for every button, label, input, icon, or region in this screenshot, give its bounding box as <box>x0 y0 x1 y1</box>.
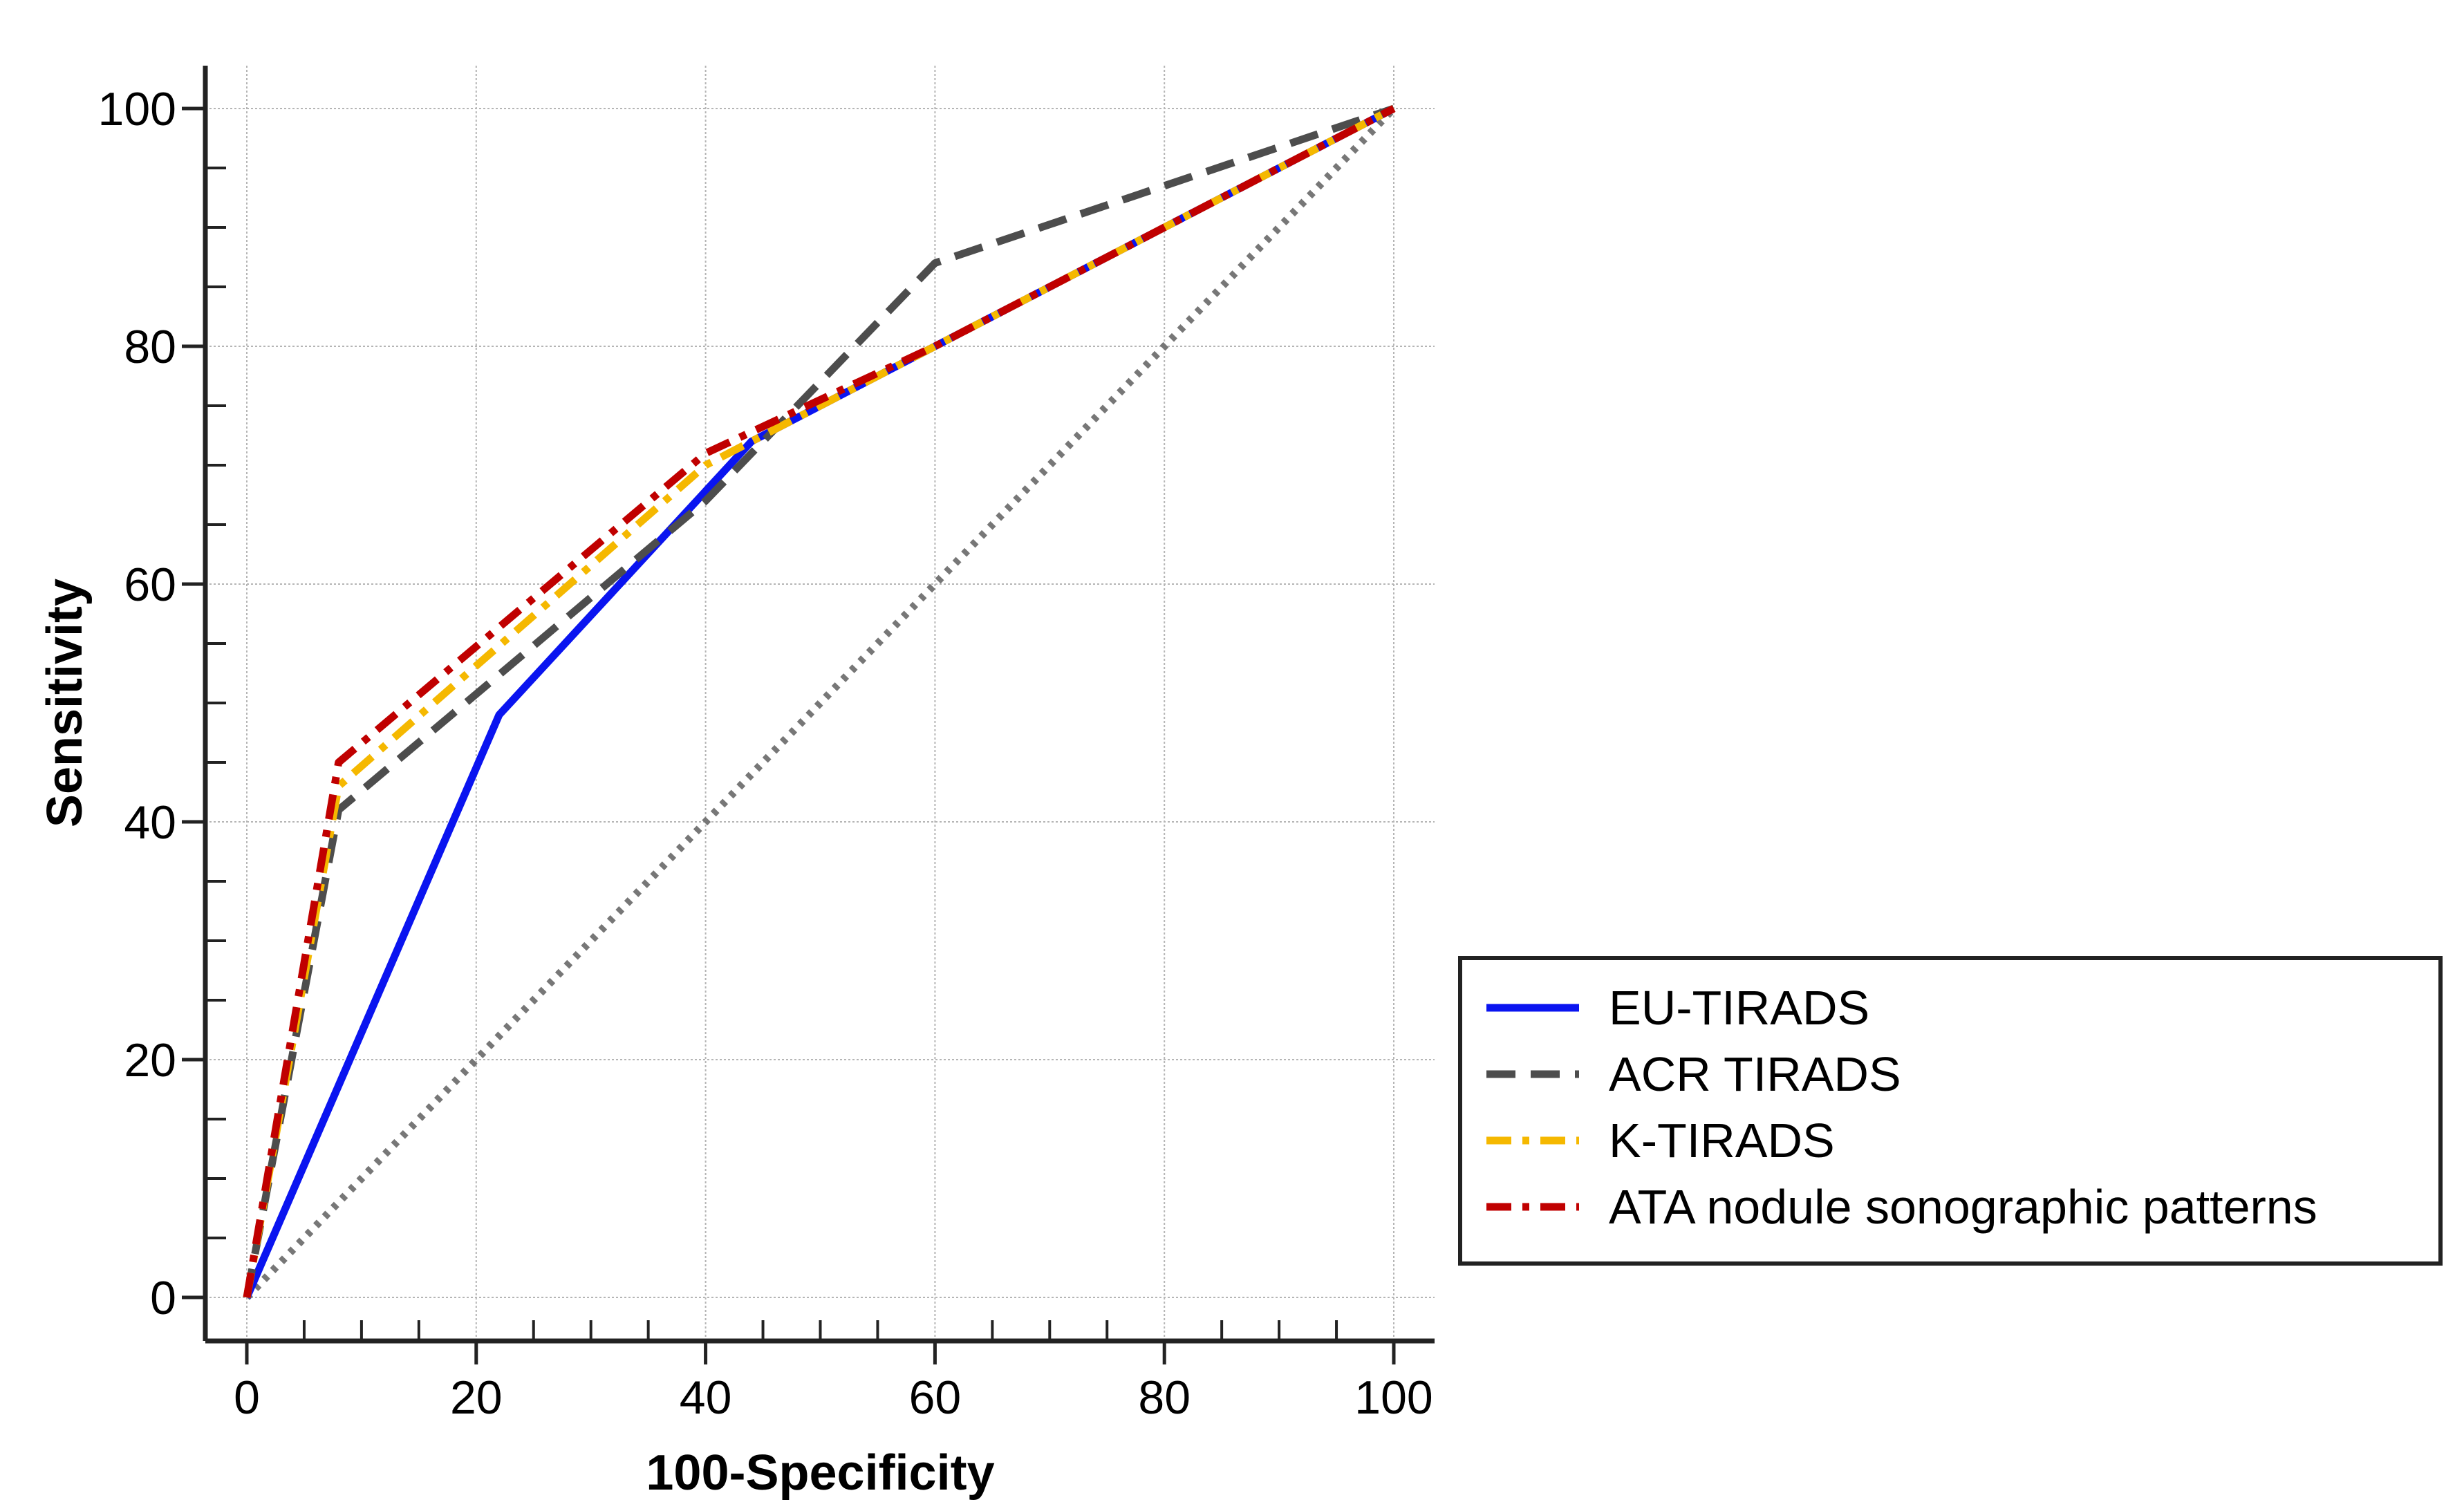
reference-diagonal-line <box>244 106 1397 1300</box>
series-line-eu-tirads <box>243 105 1396 1299</box>
legend-item: ATA nodule sonographic patterns <box>1486 1180 2317 1234</box>
legend-box <box>1458 956 2443 1266</box>
legend-label: EU-TIRADS <box>1609 981 1869 1035</box>
axes <box>203 66 1435 1344</box>
legend-item: K-TIRADS <box>1486 1114 1835 1167</box>
y-tick-label: 0 <box>150 1272 176 1324</box>
y-tick-label: 40 <box>124 796 176 849</box>
y-tick-label: 100 <box>98 83 176 135</box>
series <box>243 104 1397 1300</box>
y-tick-label: 80 <box>124 321 176 373</box>
x-tick-label: 40 <box>680 1371 732 1424</box>
legend: EU-TIRADS ACR TIRADS K-TIRADS ATA nodule so… <box>1458 956 2443 1266</box>
series-line-ata-nodule-sonographic-patterns <box>243 105 1396 1298</box>
y-axis-title: Sensitivity <box>37 579 93 827</box>
x-tick-label: 80 <box>1138 1371 1191 1424</box>
x-tick-label: 100 <box>1354 1371 1432 1424</box>
minor-ticks <box>182 106 1396 1364</box>
legend-item: ACR TIRADS <box>1486 1047 1901 1101</box>
x-axis-title: 100-Specificity <box>646 1445 994 1501</box>
tick-labels: 0 20 40 60 80 100 0 20 40 60 80 100 <box>98 83 1433 1424</box>
legend-label: K-TIRADS <box>1609 1114 1835 1167</box>
x-tick-label: 60 <box>909 1371 962 1424</box>
legend-label: ATA nodule sonographic patterns <box>1609 1180 2317 1234</box>
x-tick-label: 0 <box>234 1371 260 1424</box>
grid <box>205 66 1435 1341</box>
y-tick-label: 60 <box>124 559 176 611</box>
legend-items: EU-TIRADS ACR TIRADS K-TIRADS ATA nodule so… <box>1486 981 2317 1234</box>
legend-label: ACR TIRADS <box>1609 1047 1901 1101</box>
y-tick-label: 20 <box>124 1034 176 1087</box>
legend-item: EU-TIRADS <box>1486 981 1869 1035</box>
x-tick-label: 20 <box>450 1371 503 1424</box>
